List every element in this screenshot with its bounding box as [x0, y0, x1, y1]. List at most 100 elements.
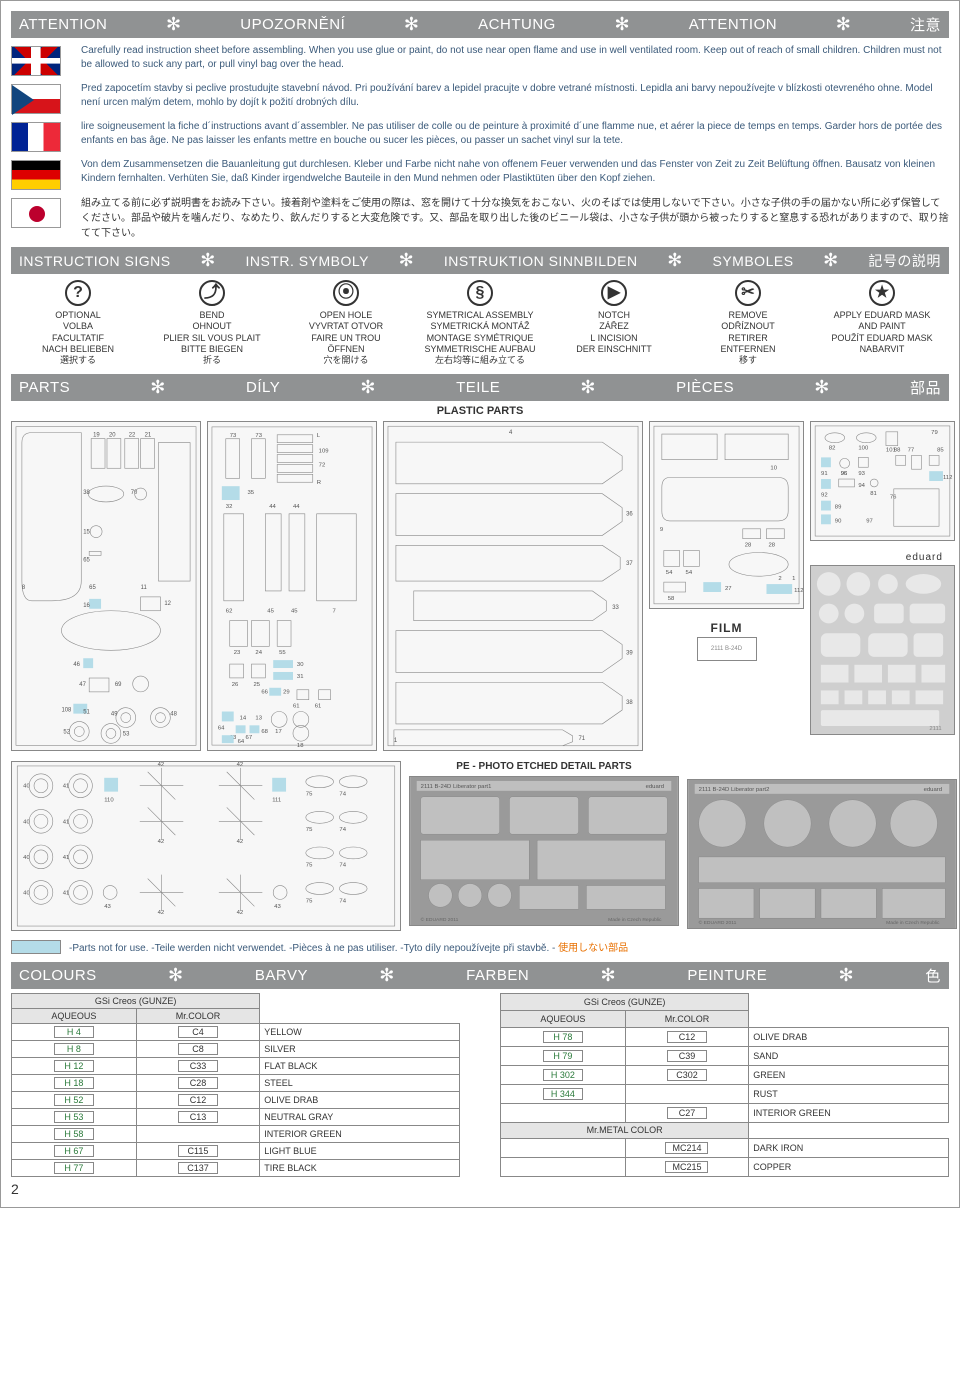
svg-text:1: 1	[394, 738, 398, 744]
svg-text:64: 64	[218, 726, 225, 732]
svg-text:2: 2	[778, 576, 781, 582]
svg-text:65: 65	[89, 585, 96, 591]
sign-label: PLIER SIL VOUS PLAIT	[145, 333, 279, 344]
color-row: H 344RUST	[501, 1084, 949, 1103]
svg-text:51: 51	[83, 710, 90, 716]
svg-text:41: 41	[63, 820, 70, 826]
color-table-left: GSi Creos (GUNZE) AQUEOUSMr.COLOR H 4C4Y…	[11, 993, 460, 1177]
svg-text:89: 89	[835, 505, 842, 511]
unused-swatch-icon	[11, 940, 61, 954]
instruction-sign: ★APPLY EDUARD MASKAND PAINTPOUŽÍT EDUARD…	[815, 280, 949, 366]
sign-icon: ⤴	[199, 280, 225, 306]
sign-label: ZÁŘEZ	[547, 321, 681, 332]
sign-label: MONTAGE SYMÉTRIQUE	[413, 333, 547, 344]
svg-text:77: 77	[908, 448, 915, 454]
color-row: H 18C28STEEL	[12, 1075, 460, 1092]
sign-label: REMOVE	[681, 310, 815, 321]
svg-text:45: 45	[291, 609, 298, 615]
svg-text:40: 40	[23, 820, 30, 826]
svg-text:74: 74	[339, 827, 346, 833]
svg-text:44: 44	[293, 504, 300, 510]
svg-text:2111: 2111	[929, 726, 941, 732]
svg-text:Made in Czech Republic: Made in Czech Republic	[608, 917, 662, 923]
svg-text:46: 46	[73, 662, 80, 668]
color-row: H 52C12OLIVE DRAB	[12, 1092, 460, 1109]
flag-de-icon	[11, 160, 61, 190]
band-label: 色	[925, 965, 941, 986]
sign-icon: ✂	[735, 280, 761, 306]
svg-text:35: 35	[248, 490, 255, 496]
sign-label: ENTFERNEN	[681, 344, 815, 355]
sign-label: DER EINSCHNITT	[547, 344, 681, 355]
instruction-sign: ✂REMOVEODŘÍZNOUTRETIRERENTFERNEN移す	[681, 280, 815, 366]
sprue-wheels: 40 41 110 42 42 111 75 74 40 41 42 42 75…	[11, 761, 401, 931]
sign-label: L INCISION	[547, 333, 681, 344]
color-row: H 77C137TIRE BLACK	[12, 1160, 460, 1177]
sign-icon: ?	[65, 280, 91, 306]
svg-text:66: 66	[261, 690, 268, 696]
svg-text:8: 8	[22, 585, 26, 591]
svg-text:48: 48	[170, 712, 177, 718]
color-row: C27INTERIOR GREEN	[501, 1103, 949, 1122]
band-label: 記号の説明	[868, 251, 941, 271]
sign-label: FAIRE UN TROU	[279, 333, 413, 344]
sign-label: ODŘÍZNOUT	[681, 321, 815, 332]
sign-label: NOTCH	[547, 310, 681, 321]
sign-label: OPEN HOLE	[279, 310, 413, 321]
svg-text:39: 39	[626, 651, 633, 657]
svg-text:42: 42	[237, 762, 244, 768]
svg-text:17: 17	[275, 729, 282, 735]
svg-text:75: 75	[306, 899, 313, 905]
band-label: ATTENTION	[19, 16, 107, 33]
color-row: H 58INTERIOR GREEN	[12, 1126, 460, 1143]
sign-label: 折る	[145, 355, 279, 366]
svg-text:54: 54	[666, 570, 673, 576]
warning-text: Pred zapocetím stavby si peclive prostud…	[81, 82, 949, 114]
sprue-col-e: 82 100 101 79 91 95 93 92 96 94 81 88 77…	[810, 421, 955, 751]
color-row: H 53C13NEUTRAL GRAY	[12, 1109, 460, 1126]
svg-text:70: 70	[131, 490, 138, 496]
svg-text:28: 28	[745, 543, 752, 549]
svg-text:21: 21	[145, 433, 152, 439]
sign-label: FACULTATIF	[11, 333, 145, 344]
flag-uk-icon	[11, 46, 61, 76]
band-label: BARVY	[255, 967, 308, 984]
svg-text:73: 73	[230, 433, 237, 439]
metal-header: Mr.METAL COLOR	[501, 1122, 749, 1139]
band-label: COLOURS	[19, 967, 97, 984]
svg-text:65: 65	[83, 558, 90, 564]
color-row: H 12C33FLAT BLACK	[12, 1058, 460, 1075]
sign-label: 選択する	[11, 355, 145, 366]
svg-text:76: 76	[890, 495, 897, 501]
svg-text:7: 7	[333, 609, 336, 615]
svg-text:2111 B-24D Liberator part2: 2111 B-24D Liberator part2	[699, 787, 770, 793]
svg-text:40: 40	[23, 784, 30, 790]
svg-text:L: L	[317, 433, 321, 439]
svg-text:2111 B-24D Liberator part1: 2111 B-24D Liberator part1	[421, 784, 492, 790]
sprue-d: 10 9 2828 5454 21 58 27 112	[649, 421, 804, 609]
sign-label: 移す	[681, 355, 815, 366]
sign-label: ÖFFNEN	[279, 344, 413, 355]
svg-text:23: 23	[234, 650, 241, 656]
svg-text:64: 64	[238, 739, 245, 745]
warning-text: Carefully read instruction sheet before …	[81, 44, 949, 76]
color-row: H 4C4YELLOW	[12, 1024, 460, 1041]
pe-fret-1: 2111 B-24D Liberator part1eduard © EDUAR…	[409, 776, 679, 926]
band-label: ATTENTION	[689, 16, 777, 33]
color-row: MC214DARK IRON	[501, 1139, 949, 1158]
warning-text: Von dem Zusammensetzen die Bauanleitung …	[81, 158, 949, 190]
flag-jp-icon	[11, 198, 61, 228]
svg-text:36: 36	[626, 512, 633, 518]
page-number: 2	[11, 1181, 949, 1197]
svg-text:75: 75	[306, 863, 313, 869]
svg-text:92: 92	[821, 493, 828, 499]
svg-text:40: 40	[23, 891, 30, 897]
band-label: INSTRUKTION SINNBILDEN	[444, 253, 638, 269]
svg-text:43: 43	[274, 905, 281, 911]
svg-text:53: 53	[123, 732, 130, 738]
svg-text:42: 42	[158, 762, 165, 768]
svg-text:71: 71	[578, 736, 585, 742]
svg-text:45: 45	[267, 609, 274, 615]
sign-icon: §	[467, 280, 493, 306]
svg-text:24: 24	[255, 650, 262, 656]
